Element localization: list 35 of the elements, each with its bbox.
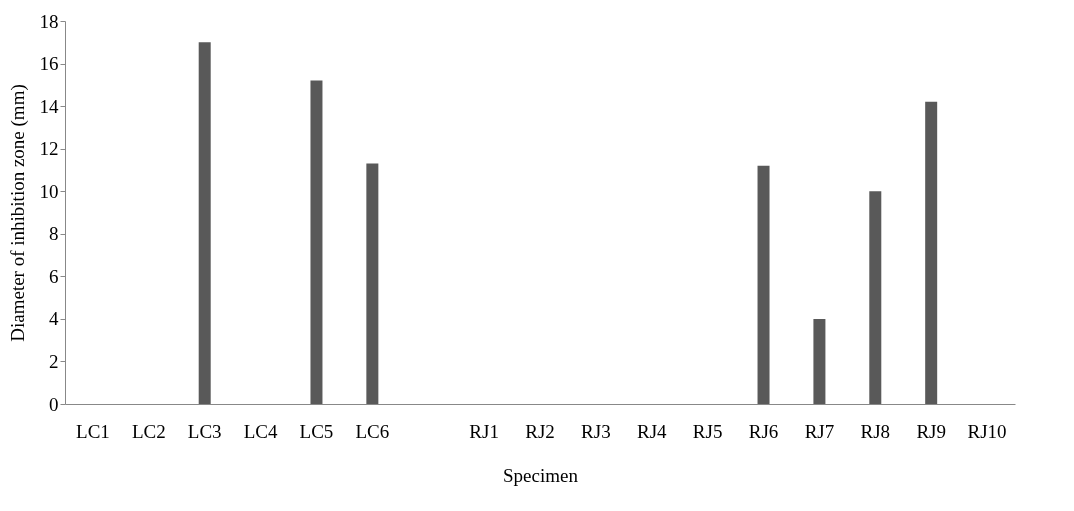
y-tick-label: 8 <box>49 223 59 245</box>
x-tick-label: RJ6 <box>748 420 779 442</box>
x-tick-label: RJ1 <box>469 420 499 442</box>
bar <box>198 42 211 404</box>
x-tick-label: LC6 <box>355 420 390 442</box>
x-tick-label: LC1 <box>76 420 110 442</box>
y-tick-label: 0 <box>49 393 59 415</box>
x-tick-label: RJ9 <box>916 420 946 442</box>
y-tick-label: 14 <box>39 95 59 117</box>
x-tick-label: RJ5 <box>692 420 723 442</box>
x-tick-label: RJ7 <box>804 420 835 442</box>
y-tick-label: 18 <box>39 10 59 32</box>
x-axis-title: Specimen <box>503 464 579 486</box>
bar <box>813 318 826 404</box>
y-tick-label: 10 <box>39 180 59 202</box>
y-tick-label: 2 <box>49 350 59 372</box>
y-tick-label: 16 <box>39 53 59 75</box>
x-tick-label: RJ8 <box>860 420 891 442</box>
x-tick-label: LC2 <box>131 420 166 442</box>
bar <box>869 191 882 404</box>
x-tick-label: RJ3 <box>581 420 611 442</box>
y-tick-label: 4 <box>49 308 59 330</box>
x-tick-label: RJ2 <box>525 420 555 442</box>
y-tick-label: 12 <box>39 138 59 160</box>
x-tick-label: RJ10 <box>967 420 1007 442</box>
x-tick-label: RJ4 <box>636 420 668 442</box>
y-axis-title: Diameter of inhibition zone (mm) <box>6 84 29 342</box>
bar <box>925 101 938 404</box>
bar <box>366 163 379 404</box>
x-tick-label: LC4 <box>243 420 278 442</box>
x-tick-label: LC5 <box>299 420 334 442</box>
y-tick-label: 6 <box>49 265 59 287</box>
bar <box>757 165 770 404</box>
x-tick-label: LC3 <box>187 420 222 442</box>
bar <box>310 80 323 404</box>
